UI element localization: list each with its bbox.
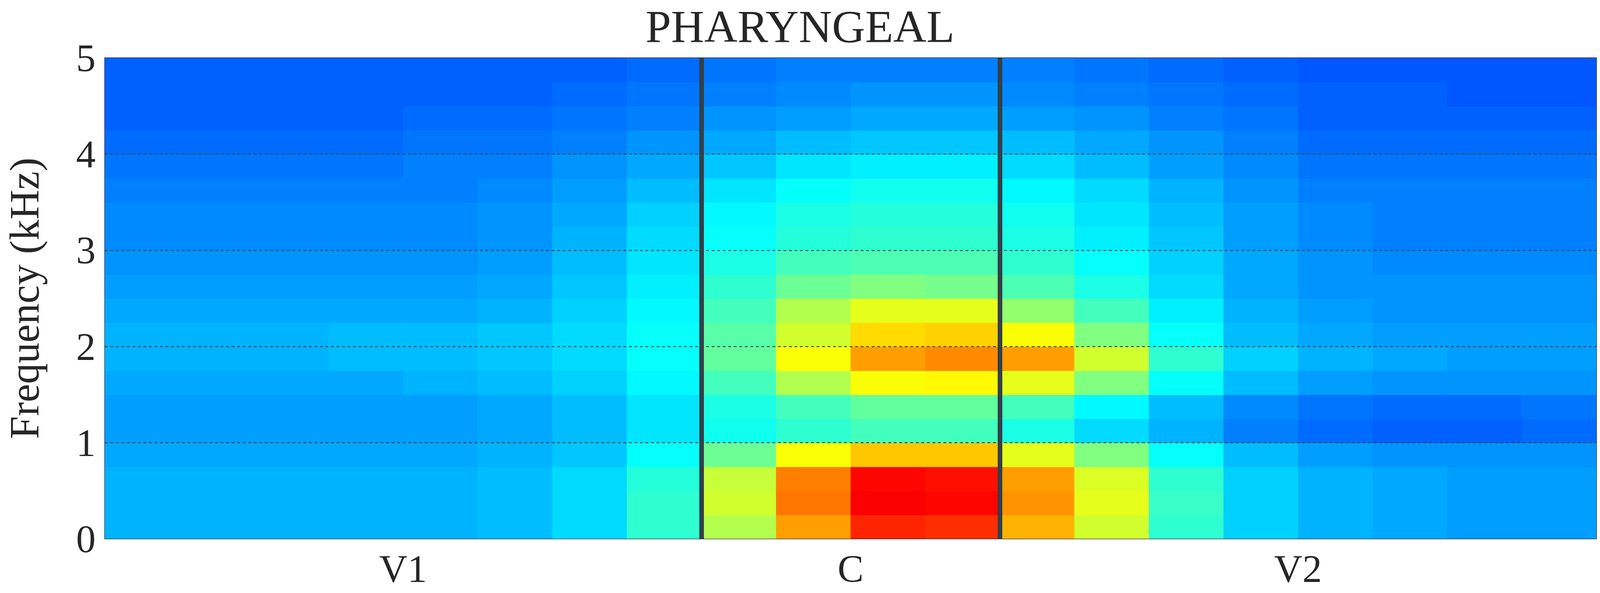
svg-text:3: 3 (76, 228, 97, 272)
svg-text:4: 4 (76, 132, 97, 176)
svg-text:Frequency (kHz): Frequency (kHz) (1, 157, 48, 440)
svg-text:V2: V2 (1274, 547, 1322, 591)
svg-text:PHARYNGEAL: PHARYNGEAL (645, 0, 955, 52)
svg-text:V1: V1 (379, 547, 428, 591)
svg-text:2: 2 (76, 325, 97, 369)
svg-text:0: 0 (76, 517, 97, 561)
svg-text:C: C (837, 547, 864, 591)
svg-text:5: 5 (76, 36, 97, 80)
svg-text:1: 1 (76, 421, 97, 465)
